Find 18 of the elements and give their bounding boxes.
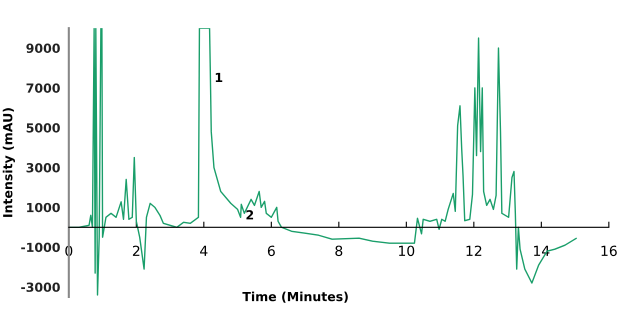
y-tick-label: 7000 xyxy=(26,83,60,93)
x-tick-label: 2 xyxy=(132,246,140,256)
annotation: 2 xyxy=(246,210,254,220)
x-axis-title: Time (Minutes) xyxy=(242,292,348,303)
x-tick-label: 4 xyxy=(200,246,208,256)
x-tick-label: 8 xyxy=(335,246,342,256)
x-tick-label: 10 xyxy=(399,246,414,256)
y-tick-label: 9000 xyxy=(26,44,60,53)
x-tick-label: 6 xyxy=(268,246,275,256)
y-tick-label: 5000 xyxy=(26,123,60,133)
y-axis-title: Intensity (mAU) xyxy=(2,108,15,217)
y-tick-label: 3000 xyxy=(26,163,60,172)
x-tick-label: 16 xyxy=(602,246,617,256)
annotation: 1 xyxy=(216,72,222,82)
y-tick-label: 1000 xyxy=(27,202,60,212)
y-tick-label: -1000 xyxy=(21,242,60,252)
y-tick-label: -3000 xyxy=(21,282,60,292)
x-tick-label: 12 xyxy=(466,246,482,256)
